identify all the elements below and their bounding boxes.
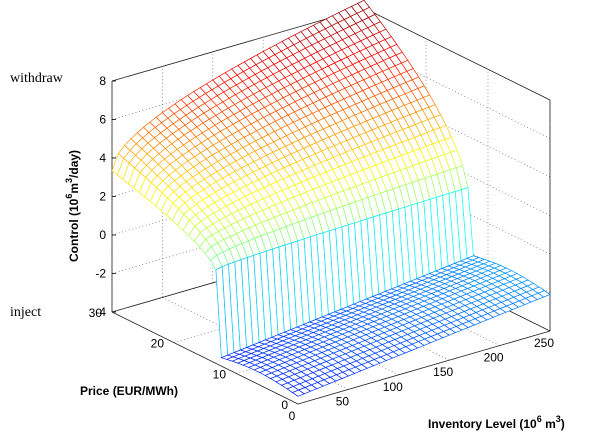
z-tick-label: 0 bbox=[99, 228, 106, 242]
y-tick-label: 30 bbox=[89, 306, 103, 320]
x-tick-label: 200 bbox=[484, 351, 504, 365]
z-axis-label: Control (106m3/day) bbox=[64, 150, 81, 262]
z-tick-label: 4 bbox=[99, 151, 106, 165]
axes-box-edge bbox=[111, 7, 365, 82]
surface-mesh bbox=[111, 0, 551, 397]
x-tick-label: 50 bbox=[336, 394, 350, 408]
z-tick-label: 2 bbox=[99, 190, 106, 204]
surface-cell bbox=[537, 290, 551, 298]
annotation-inject: inject bbox=[10, 305, 41, 320]
z-tick-label: -2 bbox=[95, 267, 106, 281]
annotation-withdraw: withdraw bbox=[10, 71, 64, 86]
z-tick-label: 6 bbox=[99, 113, 106, 127]
x-tick-label: 100 bbox=[383, 380, 403, 394]
x-tick-label: 0 bbox=[289, 409, 296, 423]
z-tick-label: 8 bbox=[99, 74, 106, 88]
axes-box-edge bbox=[297, 330, 551, 405]
x-tick-label: 250 bbox=[534, 336, 554, 350]
y-tick-label: 10 bbox=[213, 367, 227, 381]
y-tick-label: 20 bbox=[151, 337, 165, 351]
y-tick-label: 0 bbox=[281, 398, 288, 412]
x-tick-label: 150 bbox=[433, 365, 453, 379]
tick-labels: -4 -2 0 2 4 6 8 0 10 20 30 0 50 100 150 200 250 bbox=[89, 74, 555, 423]
y-axis-label: Price (EUR/MWh) bbox=[80, 384, 178, 398]
axes-box-edge bbox=[363, 7, 551, 101]
x-axis-label: Inventory Level (106 m3) bbox=[428, 414, 565, 431]
z-tick-label: -4 bbox=[95, 305, 106, 319]
axes-box-edge bbox=[111, 311, 299, 405]
